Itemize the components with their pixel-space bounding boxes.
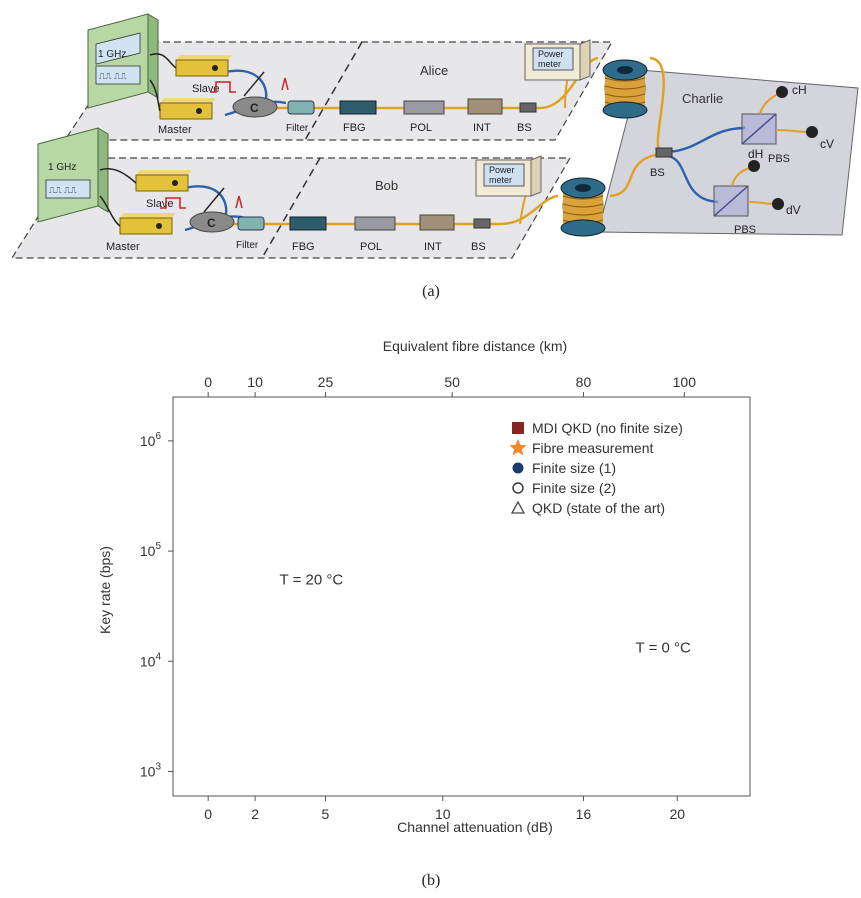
svg-text:BS: BS (471, 241, 486, 253)
bob-bs: BS (471, 218, 491, 253)
bob-master-laser: Master (106, 213, 176, 253)
alice-power-meter: Power meter (524, 39, 591, 81)
x2-tick-label: 50 (444, 374, 460, 390)
x-axis-label: Channel attenuation (dB) (397, 819, 553, 835)
bob-fibre-spool (560, 177, 606, 237)
caption-b: (b) (421, 872, 441, 889)
legend-marker-filled-square (512, 422, 524, 434)
x2-tick-label: 10 (247, 374, 263, 390)
svg-text:Filter: Filter (286, 123, 309, 134)
alice-circulator (232, 96, 278, 118)
svg-text:Filter: Filter (236, 240, 259, 251)
bob-pulse-generator: 1 GHz ⎍⎍ ⎍⎍ (37, 127, 109, 223)
alice-filter: Filter (286, 100, 315, 134)
legend-label: Finite size (2) (532, 480, 616, 496)
svg-text:⎍⎍ ⎍⎍: ⎍⎍ ⎍⎍ (99, 71, 127, 81)
svg-text:Master: Master (106, 241, 140, 253)
y-tick-label: 103 (140, 762, 162, 780)
svg-text:Power: Power (538, 49, 564, 59)
x2-tick-label: 0 (204, 374, 212, 390)
x2-tick-label: 25 (318, 374, 334, 390)
alice-pulse-generator: 1 GHz ⎍⎍ ⎍⎍ (87, 13, 159, 109)
x-tick-label: 0 (204, 806, 212, 822)
svg-text:cH: cH (792, 83, 807, 97)
bob-power-meter: Power meter (475, 155, 542, 197)
alice-bs: BS (517, 102, 537, 134)
charlie-table (597, 69, 859, 236)
plot-frame (172, 396, 751, 797)
legend-label: Finite size (1) (532, 460, 616, 476)
charlie-label: Charlie (682, 91, 723, 106)
svg-text:INT: INT (424, 241, 442, 253)
legend-label: Fibre measurement (532, 440, 653, 456)
svg-text:dV: dV (786, 203, 801, 217)
alice-int: INT (467, 98, 503, 134)
svg-text:PBS: PBS (734, 224, 756, 236)
svg-text:Power: Power (489, 165, 515, 175)
legend-label: MDI QKD (no finite size) (532, 420, 683, 436)
legend-marker-open-triangle (510, 500, 526, 514)
annotation-temperature: T = 20 °C (280, 571, 344, 588)
svg-text:cV: cV (820, 137, 834, 151)
svg-text:POL: POL (410, 122, 432, 134)
svg-text:C: C (207, 216, 216, 230)
x-tick-label: 16 (576, 806, 592, 822)
svg-text:C: C (250, 101, 259, 115)
legend-marker-open-circle (512, 482, 524, 494)
bob-circulator (189, 211, 235, 233)
y-tick-label: 106 (140, 431, 162, 449)
y-tick-label: 104 (140, 651, 162, 669)
svg-text:INT: INT (473, 122, 491, 134)
svg-text:Master: Master (158, 124, 192, 136)
detector-cV (806, 126, 818, 138)
bob-fbg: FBG (289, 216, 327, 253)
x2-axis-label: Equivalent fibre distance (km) (383, 338, 567, 354)
alice-fbg: FBG (339, 100, 377, 134)
charlie-pbs-bottom: PBS (713, 185, 756, 236)
alice-label: Alice (420, 63, 448, 78)
bob-pol: POL (354, 216, 396, 253)
detector-dH (748, 160, 760, 172)
svg-text:1 GHz: 1 GHz (98, 49, 126, 60)
legend: MDI QKD (no finite size) Fibre measuremen… (509, 420, 683, 516)
y-tick-label: 105 (140, 541, 162, 559)
x-tick-label: 2 (251, 806, 259, 822)
legend-label: QKD (state of the art) (532, 500, 665, 516)
svg-text:dH: dH (748, 147, 763, 161)
svg-text:FBG: FBG (343, 122, 366, 134)
y-axis-label: Key rate (bps) (97, 546, 113, 634)
bob-label: Bob (375, 178, 398, 193)
x2-tick-label: 80 (576, 374, 592, 390)
svg-text:BS: BS (650, 167, 665, 179)
x-tick-label: 20 (669, 806, 685, 822)
x-tick-label: 10 (435, 806, 451, 822)
annotations: T = 20 °C T = 0 °C (280, 571, 691, 656)
bob-filter: Filter (236, 216, 265, 251)
charlie-bs: BS (650, 147, 673, 179)
svg-text:⎍⎍ ⎍⎍: ⎍⎍ ⎍⎍ (49, 185, 77, 195)
bob-int: INT (419, 214, 455, 253)
svg-text:meter: meter (538, 59, 561, 69)
x-tick-label: 5 (322, 806, 330, 822)
alice-pol: POL (403, 100, 445, 134)
detector-dV (772, 198, 784, 210)
svg-text:1 GHz: 1 GHz (48, 162, 76, 173)
setup-diagram: 1 GHz ⎍⎍ ⎍⎍ Slave Master C Filter FBG PO… (10, 13, 859, 259)
svg-text:POL: POL (360, 241, 382, 253)
detector-cH (776, 86, 788, 98)
annotation-temperature: T = 0 °C (636, 640, 691, 657)
svg-text:FBG: FBG (292, 241, 315, 253)
svg-text:meter: meter (489, 175, 512, 185)
x2-tick-label: 100 (673, 374, 697, 390)
alice-fibre-spool (602, 59, 648, 119)
svg-text:BS: BS (517, 122, 532, 134)
svg-text:PBS: PBS (768, 153, 790, 165)
legend-marker-filled-circle (512, 462, 524, 474)
legend-marker-star (509, 439, 527, 456)
caption-a: (a) (422, 283, 440, 300)
